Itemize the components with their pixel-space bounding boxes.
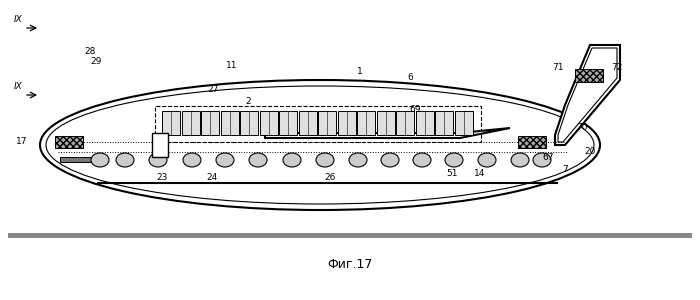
Ellipse shape (91, 153, 109, 167)
FancyBboxPatch shape (240, 111, 258, 135)
Text: IX: IX (14, 15, 22, 24)
FancyBboxPatch shape (396, 111, 414, 135)
Text: 70: 70 (576, 124, 588, 133)
Text: 51: 51 (447, 169, 458, 178)
Text: 6: 6 (407, 74, 413, 82)
Ellipse shape (149, 153, 167, 167)
FancyBboxPatch shape (454, 111, 472, 135)
Text: IX: IX (14, 82, 22, 91)
FancyBboxPatch shape (152, 133, 168, 157)
Ellipse shape (216, 153, 234, 167)
Text: 24: 24 (206, 173, 218, 182)
Ellipse shape (349, 153, 367, 167)
FancyBboxPatch shape (201, 111, 219, 135)
Ellipse shape (40, 80, 600, 210)
Text: 72: 72 (611, 64, 623, 73)
Text: 14: 14 (475, 169, 486, 178)
Text: 71: 71 (552, 64, 564, 73)
FancyBboxPatch shape (318, 111, 336, 135)
Ellipse shape (533, 153, 551, 167)
Polygon shape (555, 45, 620, 145)
FancyBboxPatch shape (8, 233, 692, 238)
Ellipse shape (183, 153, 201, 167)
FancyBboxPatch shape (416, 111, 433, 135)
Text: 67: 67 (542, 154, 554, 163)
Ellipse shape (249, 153, 267, 167)
FancyBboxPatch shape (55, 136, 83, 148)
Text: Фиг.17: Фиг.17 (328, 259, 372, 272)
Ellipse shape (283, 153, 301, 167)
Text: 27: 27 (207, 85, 218, 94)
Ellipse shape (116, 153, 134, 167)
FancyBboxPatch shape (337, 111, 356, 135)
Text: 11: 11 (226, 61, 238, 70)
Text: 17: 17 (16, 137, 28, 146)
Ellipse shape (413, 153, 431, 167)
Ellipse shape (316, 153, 334, 167)
Text: 69: 69 (410, 106, 421, 115)
FancyBboxPatch shape (518, 136, 546, 148)
FancyBboxPatch shape (377, 111, 395, 135)
Text: 28: 28 (84, 47, 96, 56)
Text: 1: 1 (357, 68, 363, 76)
Ellipse shape (381, 153, 399, 167)
Ellipse shape (478, 153, 496, 167)
FancyBboxPatch shape (181, 111, 200, 135)
Text: 7: 7 (562, 166, 568, 175)
Ellipse shape (511, 153, 529, 167)
FancyBboxPatch shape (357, 111, 375, 135)
FancyBboxPatch shape (279, 111, 297, 135)
Text: 20: 20 (584, 148, 596, 157)
Ellipse shape (445, 153, 463, 167)
Text: 29: 29 (90, 56, 101, 65)
Text: 26: 26 (324, 173, 336, 182)
FancyBboxPatch shape (220, 111, 239, 135)
Polygon shape (265, 128, 510, 138)
FancyBboxPatch shape (435, 111, 453, 135)
Text: 23: 23 (156, 173, 168, 182)
FancyBboxPatch shape (298, 111, 316, 135)
FancyBboxPatch shape (260, 111, 277, 135)
Polygon shape (60, 157, 100, 162)
FancyBboxPatch shape (575, 69, 603, 82)
FancyBboxPatch shape (162, 111, 180, 135)
Text: 2: 2 (245, 98, 251, 106)
